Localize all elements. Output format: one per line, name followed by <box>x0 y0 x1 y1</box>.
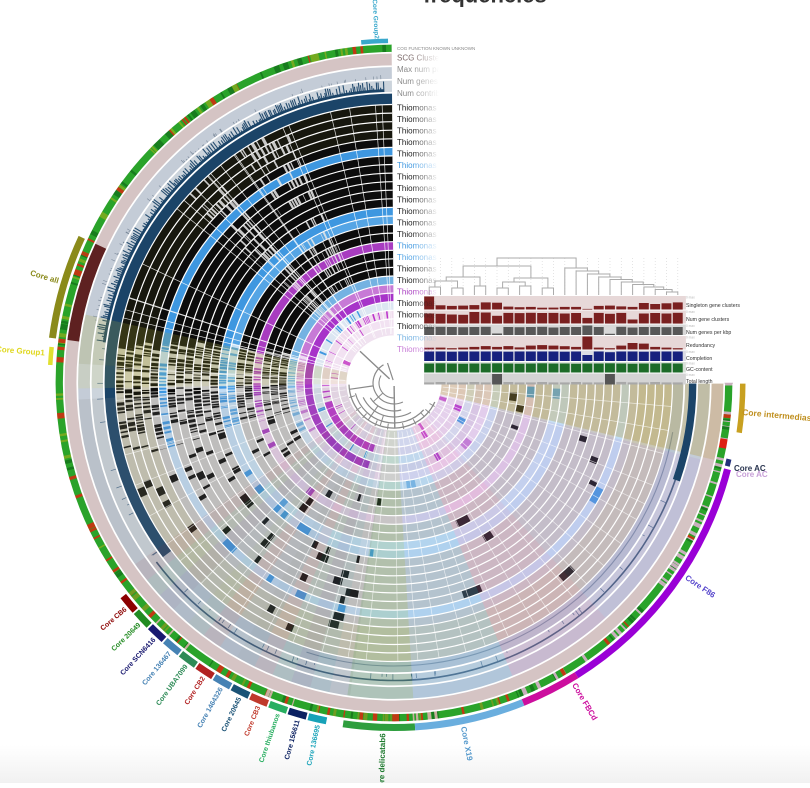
svg-text:0 max: 0 max <box>686 336 695 340</box>
svg-text:Thiomonas sp nov: Thiomonas sp nov <box>397 173 462 182</box>
svg-text:Singleton gene clusters: Singleton gene clusters <box>686 303 740 309</box>
svg-text:Thiomonas sp nov: Thiomonas sp nov <box>397 127 462 136</box>
svg-text:Thiomonas sp nov: Thiomonas sp nov <box>397 288 462 297</box>
svg-text:0 max: 0 max <box>686 324 695 328</box>
svg-text:Thiomonas sp nov: Thiomonas sp nov <box>397 219 462 228</box>
svg-text:Thiomonas sp nov: Thiomonas sp nov <box>397 115 462 124</box>
svg-text:Thiomonas sp nov: Thiomonas sp nov <box>397 242 462 251</box>
svg-text:Thiomonas sp nov: Thiomonas sp nov <box>397 104 462 113</box>
svg-text:0 max: 0 max <box>686 350 695 354</box>
svg-text:Num genes in gene clus: Num genes in gene clus <box>397 77 483 86</box>
svg-text:Thiomonas sp nov: Thiomonas sp nov <box>397 311 462 320</box>
svg-text:Thiomonas sp nov: Thiomonas sp nov <box>397 196 462 205</box>
svg-text:Total length: Total length <box>686 379 713 385</box>
svg-text:Thiomonas sp nov: Thiomonas sp nov <box>397 207 462 216</box>
svg-text:Thiomonas sp nov: Thiomonas sp nov <box>397 299 462 308</box>
svg-text:0 max: 0 max <box>686 362 695 366</box>
svg-text:0 max: 0 max <box>686 310 695 314</box>
svg-text:Thiomonas sp nov: Thiomonas sp nov <box>397 138 462 147</box>
svg-text:Thiomonas sp nov: Thiomonas sp nov <box>397 184 462 193</box>
svg-text:COG FUNCTION KNOWN UNKNOWN: COG FUNCTION KNOWN UNKNOWN <box>397 46 475 51</box>
svg-text:Thiomonas sp nov: Thiomonas sp nov <box>397 276 462 285</box>
svg-text:Thiomonas sp nov: Thiomonas sp nov <box>397 265 462 274</box>
svg-text:0 max: 0 max <box>686 373 695 377</box>
svg-text:Thiomonas sp nov: Thiomonas sp nov <box>397 253 462 262</box>
svg-text:SCG Clusters: SCG Clusters <box>397 54 446 63</box>
svg-text:Max num paralogs: Max num paralogs <box>397 65 463 74</box>
svg-text:Thiomonas sp nov: Thiomonas sp nov <box>397 334 462 343</box>
svg-text:Core AC: Core AC <box>734 464 766 473</box>
svg-text:Redundancy: Redundancy <box>686 343 716 349</box>
svg-text:Thiomonas sp nov: Thiomonas sp nov <box>397 230 462 239</box>
svg-text:Thiomonas sp nov: Thiomonas sp nov <box>397 150 462 159</box>
svg-text:Thiomonas sp nov: Thiomonas sp nov <box>397 322 462 331</box>
svg-text:frequencies: frequencies <box>423 0 547 8</box>
svg-text:Core delicatab6: Core delicatab6 <box>377 733 387 783</box>
svg-text:Num contributing genom: Num contributing genom <box>397 89 484 98</box>
svg-text:Thiomonas sp nov: Thiomonas sp nov <box>397 161 462 170</box>
svg-text:Num gene clusters: Num gene clusters <box>686 317 730 323</box>
svg-text:Thiomonas sp nov: Thiomonas sp nov <box>397 345 462 354</box>
svg-text:0 max: 0 max <box>686 296 695 300</box>
